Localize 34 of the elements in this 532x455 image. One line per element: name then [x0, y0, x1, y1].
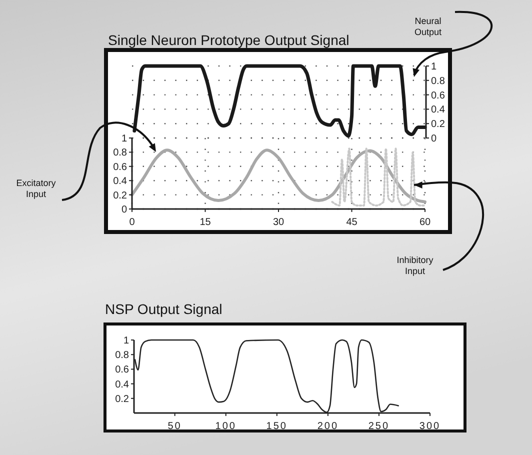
y-tick-label: 0.6 — [431, 90, 446, 102]
y-tick-label: 0 — [431, 134, 437, 144]
y-tick-label: 0.2 — [431, 119, 446, 130]
text: Inhibitory Input — [396, 255, 434, 276]
y-tick-label: 0.4 — [115, 379, 130, 390]
y-tick-label: 1 — [121, 134, 128, 144]
y-tick-label: 0.6 — [113, 162, 128, 173]
x-tick-label: 100 — [215, 421, 236, 432]
line-series — [130, 148, 426, 204]
y-tick-label: 0 — [121, 204, 128, 216]
x-tick-label: 150 — [266, 421, 288, 432]
x-tick-label: 15 — [200, 217, 212, 228]
text: Neural Output — [414, 16, 442, 37]
y-tick-label: 0.2 — [115, 394, 130, 405]
y-tick-label: 0.8 — [115, 350, 130, 362]
y-tick-label: 0.4 — [113, 176, 128, 188]
chart-title: Single Neuron Prototype Output Signal — [108, 32, 350, 48]
y-tick-label: 0.2 — [113, 190, 128, 202]
y-tick-label: 0.4 — [431, 104, 446, 116]
x-tick-label: 45 — [346, 217, 358, 228]
chart-title: NSP Output Signal — [105, 301, 222, 317]
line-series — [331, 148, 426, 206]
y-tick-label: 0.8 — [431, 76, 446, 87]
x-tick-label: 200 — [317, 421, 339, 432]
x-tick-label: 300 — [419, 421, 441, 432]
y-tick-label: 0.8 — [113, 148, 128, 159]
x-tick-label: 50 — [168, 421, 182, 432]
y-tick-label: 0.6 — [115, 364, 130, 376]
text: Excitatory Input — [16, 178, 56, 199]
y-tick-label: 1 — [123, 336, 130, 346]
x-tick-label: 30 — [272, 217, 284, 228]
x-tick-label: 60 — [419, 217, 431, 228]
x-tick-label: 250 — [368, 421, 390, 432]
y-tick-label: 1 — [431, 62, 437, 72]
